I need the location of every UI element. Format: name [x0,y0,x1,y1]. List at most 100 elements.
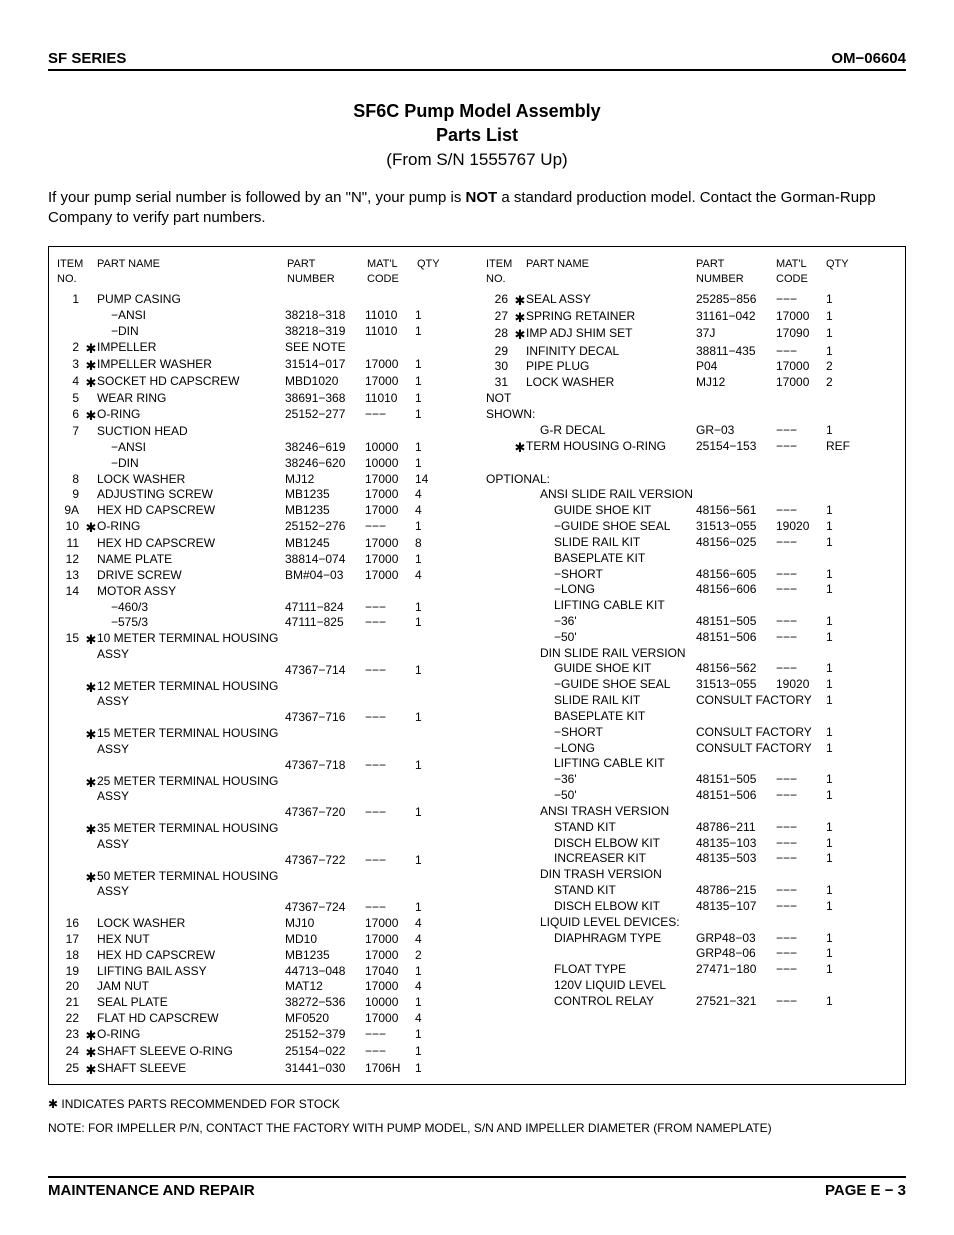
table-row: ✱12 METER TERMINAL HOUSING ASSY [57,679,468,711]
cell-qty: 4 [415,568,443,584]
page-footer: MAINTENANCE AND REPAIR PAGE E − 3 [48,1176,906,1199]
intro-bold: NOT [466,189,498,206]
cell-matl: 17000 [365,552,415,568]
cell-matl: −−− [776,614,826,630]
cell-name [97,710,285,726]
cell-part: 25154−022 [285,1044,365,1061]
cell-item: 23 [57,1027,85,1044]
cell-item: 16 [57,916,85,932]
cell-qty: 2 [826,375,854,391]
cell-item [57,456,85,472]
cell-matl: 17000 [365,503,415,519]
cell-matl: −−− [776,503,826,519]
table-row: 47367−716−−−1 [57,710,468,726]
cell-name: INFINITY DECAL [526,344,696,360]
stock-star-icon [514,344,526,360]
cell-item: 12 [57,552,85,568]
cell-item [57,821,85,853]
cell-name: GUIDE SHOE KIT [526,503,696,519]
cell-matl: −−− [776,582,826,598]
table-row: 5WEAR RING38691−368110101 [57,391,468,407]
cell-item [57,869,85,901]
stock-star-icon [514,867,526,883]
cell-name [97,853,285,869]
table-row: 7 SUCTION HEAD [57,424,468,440]
cell-item: 29 [486,344,514,360]
cell-part: 27521−321 [696,994,776,1010]
cell-qty: 4 [415,979,443,995]
cell-qty [616,472,644,488]
cell-part: 31513−055 [696,677,776,693]
cell-matl [776,709,826,725]
stock-star-icon [85,615,97,631]
cell-item [486,962,514,978]
cell-name: 15 METER TERMINAL HOUSING ASSY [97,726,285,758]
cell-item [486,994,514,1010]
cell-qty: REF [826,439,854,456]
cell-item [486,883,514,899]
cell-qty: 1 [415,456,443,472]
cell-part: 31161−042 [696,309,776,326]
cell-item [486,915,514,931]
table-row: −460/347111−824−−−1 [57,600,468,616]
cell-qty [826,487,854,503]
cell-qty: 1 [826,344,854,360]
cell-name: DIN SLIDE RAIL VERSION [526,646,696,662]
cell-matl: 17040 [365,964,415,980]
table-row: ✱25 METER TERMINAL HOUSING ASSY [57,774,468,806]
cell-item: 19 [57,964,85,980]
stock-star-icon [85,292,97,308]
table-row: −LONGCONSULT FACTORY1 [486,741,897,757]
table-right-column: ITEM NO. PART NAME PART NUMBER MAT'L COD… [486,257,897,1078]
cell-item [486,851,514,867]
cell-part: 48151−506 [696,630,776,646]
th-part: PART NUMBER [287,257,367,286]
cell-name: IMPELLER [97,340,285,357]
cell-qty: 1 [415,615,443,631]
table-row: 10✱O-RING25152−276−−−1 [57,519,468,536]
table-row: 21SEAL PLATE38272−536100001 [57,995,468,1011]
cell-name: SUCTION HEAD [97,424,285,440]
table-row: 9AHEX HD CAPSCREWMB1235170004 [57,503,468,519]
cell-name: −SHORT [526,725,696,741]
cell-item [57,900,85,916]
cell-name: DISCH ELBOW KIT [526,899,696,915]
cell-qty: 1 [415,853,443,869]
footer-left: MAINTENANCE AND REPAIR [48,1182,255,1199]
table-row: 12NAME PLATE38814−074170001 [57,552,468,568]
cell-name: −LONG [526,582,696,598]
th-qty: QTY [417,257,449,286]
cell-item [486,630,514,646]
stock-star-icon [514,820,526,836]
cell-item [57,679,85,711]
cell-matl: 11010 [365,391,415,407]
th-matl: MAT'L CODE [367,257,417,286]
stock-star-icon [85,456,97,472]
cell-matl: −−− [365,710,415,726]
cell-part: 25285−856 [696,292,776,309]
cell-part: 48156−605 [696,567,776,583]
cell-matl: 17000 [365,536,415,552]
stock-star-icon [85,948,97,964]
cell-item: 7 [57,424,85,440]
cell-name: BASEPLATE KIT [526,709,696,725]
table-row: 19LIFTING BAIL ASSY44713−048170401 [57,964,468,980]
stock-star-icon [514,804,526,820]
cell-qty: 1 [415,805,443,821]
cell-qty: 1 [826,772,854,788]
cell-name: ADJUSTING SCREW [97,487,285,503]
cell-qty: 1 [826,883,854,899]
cell-part [696,756,776,772]
cell-item: 6 [57,407,85,424]
table-row: NOT SHOWN: [486,391,897,423]
cell-part [285,821,365,853]
stock-star-icon [85,932,97,948]
cell-part: SEE NOTE [285,340,365,357]
cell-item: 21 [57,995,85,1011]
cell-part: 47111−825 [285,615,365,631]
cell-qty [826,867,854,883]
stock-star-icon: ✱ [85,821,97,853]
cell-part: 37J [696,326,776,343]
cell-qty: 4 [415,932,443,948]
cell-name: −575/3 [97,615,285,631]
